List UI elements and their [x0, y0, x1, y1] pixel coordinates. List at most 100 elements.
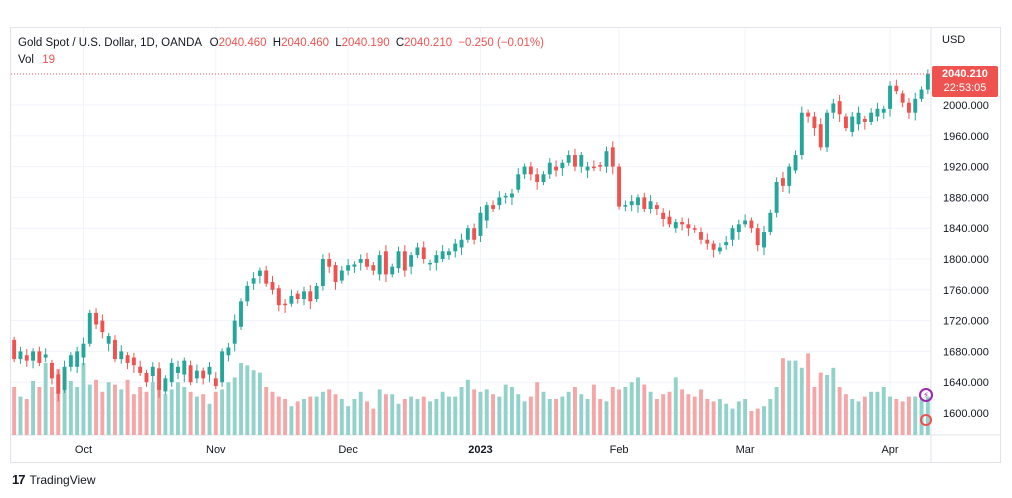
volume-bar: [402, 399, 407, 435]
candle-body: [736, 224, 741, 233]
volume-bar: [825, 375, 829, 435]
candle-body: [856, 112, 861, 125]
candle-body: [125, 355, 130, 363]
candle-body: [113, 339, 117, 360]
candle-body: [484, 205, 489, 221]
candle-body: [428, 262, 432, 265]
candle-body: [888, 85, 892, 109]
candle-body: [365, 259, 369, 267]
price-axis[interactable]: 1600.000 1640.000 1680.000 1720.000 1760.000…: [930, 28, 989, 463]
candle-body: [81, 343, 86, 358]
volume-bar: [875, 391, 880, 435]
candle-body: [100, 320, 105, 333]
candle-body: [850, 116, 855, 132]
y-tick-label: 1920.000: [943, 162, 989, 174]
high-label: H: [272, 37, 282, 49]
volume-bar: [440, 391, 445, 435]
volume-bar: [913, 396, 918, 435]
volume-bar: [705, 399, 710, 435]
candle-body: [554, 166, 559, 171]
flag-event-icon[interactable]: [920, 414, 932, 426]
volume-bar: [661, 394, 666, 435]
candle-body: [516, 174, 521, 190]
volume-bar: [125, 379, 130, 435]
volume-bar: [434, 399, 439, 435]
candle-body: [673, 222, 678, 229]
low-value: 2040.190: [341, 37, 390, 49]
candle-body: [131, 357, 136, 366]
y-tick-label: 1960.000: [943, 131, 989, 143]
volume-bar: [75, 387, 80, 435]
candle-body: [472, 228, 477, 240]
volume-bar: [850, 399, 855, 435]
change-value: −0.250 (−0.01%): [458, 37, 544, 49]
candle-body: [358, 259, 363, 263]
volume-bar: [157, 387, 162, 435]
volume-bar: [371, 408, 376, 435]
volume-bar: [554, 399, 559, 435]
candle-body: [333, 265, 338, 283]
candle-body: [617, 166, 622, 207]
y-tick-label: 2000.000: [943, 100, 989, 112]
candle-body: [314, 285, 319, 300]
candle-body: [812, 116, 817, 129]
lightning-event-icon[interactable]: ⚡: [919, 388, 933, 402]
candle-body: [302, 291, 306, 300]
candle-body: [440, 251, 445, 259]
volume-bar: [453, 396, 458, 435]
volume-bar: [888, 396, 892, 435]
candle-body: [881, 108, 886, 113]
volume-bar: [528, 396, 533, 435]
volume-bar: [421, 396, 426, 435]
candle-body: [257, 270, 262, 276]
volume-bar: [654, 399, 659, 435]
volume-bar: [793, 360, 798, 435]
volume-bar: [459, 387, 464, 435]
candle-body: [566, 155, 571, 163]
volume-label: Vol: [18, 54, 34, 66]
volume-bar: [446, 396, 451, 435]
candle-body: [68, 355, 73, 367]
volume-bar: [87, 384, 92, 435]
volume-bar: [119, 389, 124, 435]
candle-body: [283, 303, 288, 306]
candle-body: [642, 197, 647, 209]
x-tick-label: Feb: [610, 444, 629, 456]
volume-bar: [516, 394, 521, 435]
candle-body: [75, 351, 80, 367]
candle-body: [875, 108, 880, 117]
candle-body: [264, 270, 269, 284]
volume-bar: [62, 377, 67, 435]
open-value: 2040.460: [218, 37, 267, 49]
time-axis[interactable]: Oct Nov Dec 2023 Feb Mar Apr: [75, 444, 899, 456]
candle-body: [522, 166, 527, 175]
candle-body: [894, 85, 899, 92]
volume-bar: [327, 389, 332, 435]
currency-label[interactable]: USD: [942, 34, 966, 46]
volume-bars: [12, 353, 930, 435]
volume-bar: [579, 394, 584, 435]
candle-body: [528, 166, 533, 175]
candle-body: [339, 270, 344, 281]
volume-bar: [856, 401, 861, 435]
candle-body: [232, 320, 237, 344]
candle-body: [320, 259, 325, 286]
candle-body: [50, 362, 54, 379]
candle-body: [724, 242, 729, 246]
symbol-title[interactable]: Gold Spot / U.S. Dollar, 1D, OANDA: [18, 37, 202, 49]
volume-bar: [894, 399, 899, 435]
volume-bar: [560, 396, 565, 435]
candle-body: [352, 264, 357, 267]
candle-body: [774, 182, 779, 213]
candle-body: [415, 247, 420, 256]
tradingview-brand[interactable]: 17 TradingView: [12, 472, 96, 487]
volume-bar: [409, 396, 414, 435]
x-tick-label: Mar: [736, 444, 755, 456]
candle-body: [213, 378, 218, 387]
candle-body: [573, 155, 577, 167]
candle-body: [383, 251, 388, 275]
volume-bar: [642, 384, 647, 435]
volume-bar: [150, 382, 155, 435]
candle-body: [276, 288, 281, 306]
